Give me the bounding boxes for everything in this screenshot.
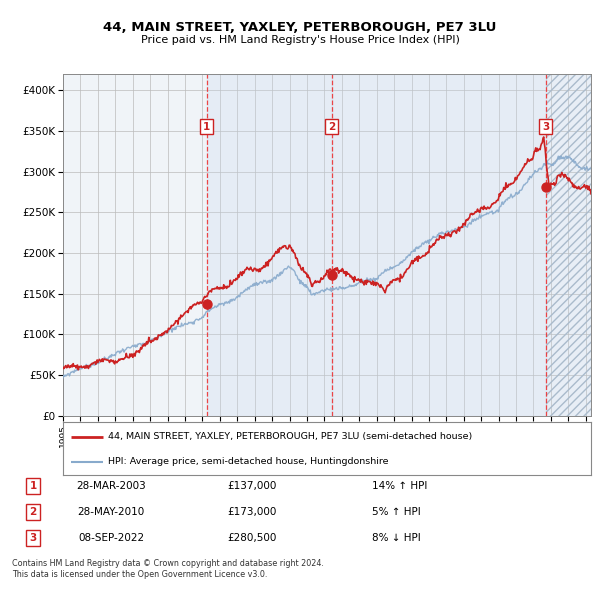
- Bar: [545, 74, 591, 416]
- Text: 44, MAIN STREET, YAXLEY, PETERBOROUGH, PE7 3LU: 44, MAIN STREET, YAXLEY, PETERBOROUGH, P…: [103, 21, 497, 34]
- Text: £137,000: £137,000: [227, 481, 277, 491]
- Text: This data is licensed under the Open Government Licence v3.0.: This data is licensed under the Open Gov…: [12, 571, 268, 579]
- Text: Contains HM Land Registry data © Crown copyright and database right 2024.: Contains HM Land Registry data © Crown c…: [12, 559, 324, 568]
- Text: 8% ↓ HPI: 8% ↓ HPI: [372, 533, 421, 543]
- Text: 3: 3: [29, 533, 37, 543]
- Text: 14% ↑ HPI: 14% ↑ HPI: [372, 481, 427, 491]
- Text: 1: 1: [203, 122, 210, 132]
- Bar: [206, 74, 332, 416]
- Text: HPI: Average price, semi-detached house, Huntingdonshire: HPI: Average price, semi-detached house,…: [108, 457, 388, 466]
- Text: 44, MAIN STREET, YAXLEY, PETERBOROUGH, PE7 3LU (semi-detached house): 44, MAIN STREET, YAXLEY, PETERBOROUGH, P…: [108, 432, 472, 441]
- Bar: [332, 74, 545, 416]
- Text: 28-MAY-2010: 28-MAY-2010: [77, 507, 145, 517]
- Text: 2: 2: [328, 122, 335, 132]
- Bar: [545, 74, 591, 416]
- Text: £280,500: £280,500: [227, 533, 277, 543]
- Text: 1: 1: [29, 481, 37, 491]
- Text: Price paid vs. HM Land Registry's House Price Index (HPI): Price paid vs. HM Land Registry's House …: [140, 35, 460, 45]
- Text: 08-SEP-2022: 08-SEP-2022: [78, 533, 144, 543]
- Text: 2: 2: [29, 507, 37, 517]
- Text: 3: 3: [542, 122, 549, 132]
- Text: 5% ↑ HPI: 5% ↑ HPI: [372, 507, 421, 517]
- Text: £173,000: £173,000: [227, 507, 277, 517]
- Text: 28-MAR-2003: 28-MAR-2003: [76, 481, 146, 491]
